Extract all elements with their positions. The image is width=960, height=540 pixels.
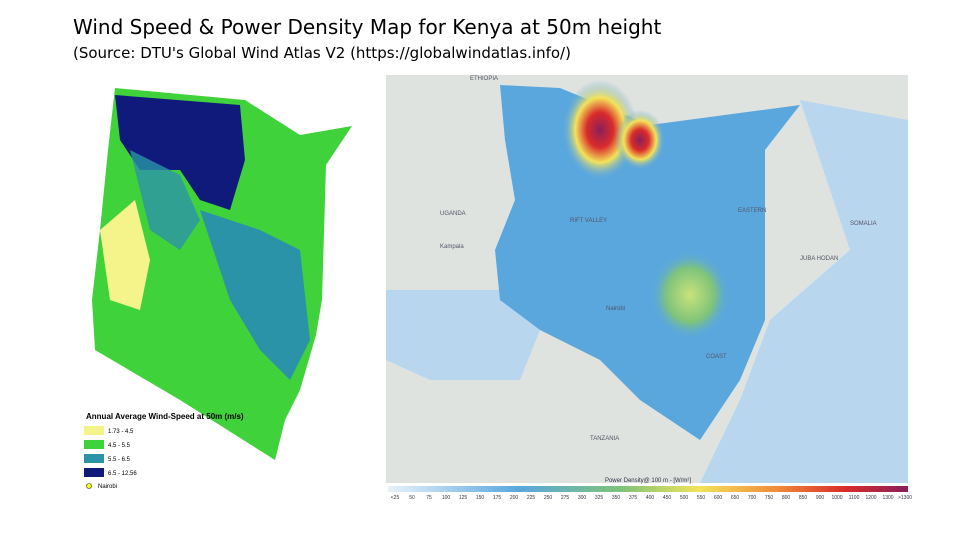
colorbar-label: 600 [714,495,723,501]
legend-swatch [84,454,104,463]
left-legend: Annual Average Wind-Speed at 50m (m/s) 1… [84,412,244,490]
colorbar-label: 350 [612,495,621,501]
colorbar-label: 1000 [831,495,842,501]
place-label: RIFT VALLEY [570,218,607,224]
subtitle: (Source: DTU's Global Wind Atlas V2 (htt… [73,44,571,62]
place-label: TANZANIA [590,436,619,442]
colorbar-label: 50 [409,495,415,501]
colorbar-label: 1100 [849,495,860,501]
colorbar-label: 900 [816,495,825,501]
city-marker [86,483,92,489]
legend-swatch [84,468,104,477]
legend-label: 5.5 - 6.5 [108,457,131,463]
colorbar-ramp [388,486,908,492]
place-label: UGANDA [440,211,466,217]
legend-swatch [84,440,104,449]
colorbar-label: 225 [527,495,536,501]
colorbar-label: 275 [561,495,570,501]
colorbar-label: 800 [782,495,791,501]
place-label: COAST [706,354,727,360]
colorbar-label: 750 [765,495,774,501]
place-label: SOMALIA [850,221,877,227]
legend-label: 6.5 - 12.56 [108,471,137,477]
colorbar-label: 200 [510,495,519,501]
colorbar-label: 125 [459,495,468,501]
place-label: JUBA HODAN [800,256,838,262]
colorbar-label: 300 [578,495,587,501]
colorbar-label: 450 [663,495,672,501]
colorbar-label: 375 [629,495,638,501]
colorbar-label: 75 [426,495,432,501]
wind-speed-map [92,88,352,460]
colorbar: Power Density@ 100 m - [W/m²] <25 50 75 100… [388,478,912,501]
legend-swatch [84,426,104,435]
place-label: Kampala [440,244,464,250]
colorbar-label: 1300 [882,495,893,501]
colorbar-label: 850 [799,495,808,501]
colorbar-label: 325 [595,495,604,501]
colorbar-label: 550 [697,495,706,501]
legend-label: 4.5 - 5.5 [108,443,131,449]
legend-label: 1.73 - 4.5 [108,429,134,435]
power-density-map: ETHIOPIA SOMALIA UGANDA Kampala Nairobi TANZA… [386,75,908,483]
colorbar-label: 100 [442,495,451,501]
place-label: ETHIOPIA [470,76,498,82]
colorbar-label: 175 [493,495,502,501]
colorbar-label: 250 [544,495,553,501]
colorbar-label: <25 [391,495,400,501]
colorbar-label: 400 [646,495,655,501]
place-label: EASTERN [738,208,766,214]
colorbar-label: 1200 [865,495,876,501]
colorbar-label: 150 [476,495,485,501]
colorbar-label: 500 [680,495,689,501]
colorbar-title: Power Density@ 100 m - [W/m²] [605,478,691,484]
city-label: Nairobi [98,484,117,490]
colorbar-label: >1300 [898,495,912,501]
colorbar-label: 700 [748,495,757,501]
title: Wind Speed & Power Density Map for Kenya… [73,15,661,39]
legend-title: Annual Average Wind-Speed at 50m (m/s) [86,412,244,421]
place-label: Nairobi [606,306,625,312]
colorbar-label: 650 [731,495,740,501]
